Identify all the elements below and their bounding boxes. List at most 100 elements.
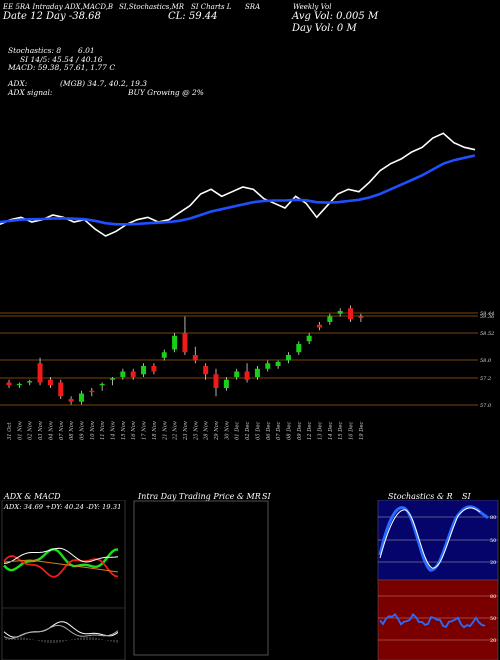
x-tick-label: 19 Dec	[359, 422, 365, 440]
x-tick-label: 01 Nov	[17, 421, 23, 440]
candle-body	[58, 382, 64, 397]
adx-signal-text: BUY Growing @ 2%	[128, 88, 204, 97]
candle-body	[265, 363, 271, 369]
x-tick-label: 16 Nov	[131, 421, 137, 440]
si-readout: SI 14/5: 45.54 / 40.16	[20, 55, 103, 64]
x-tick-label: 23 Nov	[183, 421, 189, 441]
x-tick-label: 15 Dec	[338, 422, 344, 440]
candle-body	[327, 316, 333, 322]
x-tick-label: 13 Dec	[318, 422, 324, 440]
header-title-1: EE 5RA Intraday ADX,MACD,B	[3, 3, 114, 11]
x-tick-label: 06 Dec	[266, 422, 272, 440]
stoch-value: 6.01	[78, 46, 95, 55]
x-tick-label: 22 Nov	[173, 421, 179, 441]
adx-line	[3, 547, 119, 564]
x-tick-label: 03 Nov	[38, 421, 44, 440]
x-tick-label: 28 Nov	[204, 421, 210, 441]
header-title-3: SI Charts L	[191, 3, 232, 11]
x-tick-label: 02 Nov	[28, 421, 34, 440]
day-info: Date 12 Day -38.68	[3, 11, 101, 22]
avg-vol: Avg Vol: 0.005 M	[292, 11, 379, 22]
candle-body	[213, 374, 219, 388]
x-tick-label: 12 Dec	[307, 422, 313, 440]
header-title-2: SI,Stochastics,MR	[119, 3, 185, 11]
x-tick-label: 17 Nov	[142, 421, 148, 440]
x-tick-label: 18 Nov	[152, 421, 158, 440]
adx-signal-label: ADX signal:	[8, 88, 53, 97]
candle-body	[151, 366, 157, 372]
candle-body	[141, 366, 147, 375]
candle-body	[99, 383, 105, 386]
macd-readout: MACD: 59.38, 57.61, 1.77 C	[8, 63, 116, 72]
x-tick-label: 30 Nov	[224, 421, 230, 440]
candle-body	[358, 316, 364, 318]
adx-minus-di-line	[3, 555, 119, 578]
candle-body	[120, 371, 126, 377]
x-tick-label: 08 Nov	[69, 421, 75, 440]
rsi-tick: 50	[490, 616, 496, 622]
candle-body	[244, 371, 250, 380]
overlay-line-0	[0, 132, 476, 237]
x-tick-label: 10 Nov	[90, 421, 96, 440]
candle-body	[27, 381, 33, 383]
candle-body	[306, 335, 312, 342]
candle-body	[47, 379, 53, 386]
stoch-tick: 80	[490, 515, 496, 521]
rsi-line	[379, 612, 486, 629]
adx-plus-di-line	[3, 548, 119, 572]
close-price: CL: 59.44	[168, 11, 218, 22]
x-tick-label: 11 Nov	[100, 421, 106, 440]
level-label: 59.44	[480, 311, 494, 317]
candle-body	[192, 355, 198, 361]
x-tick-label: 02 Dec	[245, 422, 251, 440]
candle-body	[6, 382, 12, 386]
x-tick-label: 16 Dec	[349, 422, 355, 440]
overlay-line-1	[0, 154, 476, 226]
x-tick-label: 14 Nov	[111, 421, 117, 440]
header-title-5: Weekly Vol	[293, 3, 332, 11]
candle-body	[254, 368, 260, 377]
candle-body	[182, 333, 188, 353]
x-tick-label: 31 Oct	[7, 422, 13, 440]
candle-body	[16, 383, 22, 386]
x-tick-label: 14 Dec	[328, 422, 334, 440]
x-tick-label: 21 Nov	[162, 421, 168, 441]
stoch-tick: 50	[490, 538, 496, 544]
x-tick-label: 07 Nov	[59, 421, 65, 440]
candle-body	[161, 352, 167, 358]
day-vol: Day Vol: 0 M	[292, 23, 357, 34]
x-tick-label: 05 Dec	[255, 422, 261, 440]
x-tick-label: 09 Nov	[79, 421, 85, 440]
bottom-panels: ADX: 34.69 +DY: 40.24 -DY: 19.31 80 50 20 80…	[1, 500, 499, 660]
x-tick-label: 01 Dec	[235, 422, 241, 440]
level-label: 57.2	[480, 376, 491, 382]
stochastics-readout: Stochastics: 8	[8, 46, 62, 55]
stoch-tick: 20	[490, 560, 496, 566]
stoch-d-line	[379, 507, 481, 569]
candle-body	[285, 355, 291, 361]
rsi-tick: 20	[490, 638, 496, 644]
candle-body	[172, 335, 178, 350]
level-label: 58.52	[480, 331, 494, 337]
candle-body	[78, 393, 84, 402]
intraday-panel-title: Intra Day Trading Price & MR	[138, 492, 261, 501]
intraday-panel	[133, 500, 269, 656]
adx-panel-title: ADX & MACD	[4, 492, 61, 501]
x-tick-label: 29 Nov	[214, 421, 220, 441]
x-tick-label: 15 Nov	[121, 421, 127, 440]
candle-body	[68, 399, 74, 402]
level-label: 58.0	[480, 358, 492, 364]
candle-body	[203, 366, 209, 375]
header-title-4: SRA	[245, 3, 261, 11]
adx-readout: ADX:	[8, 79, 28, 88]
adx-orange-line	[3, 559, 119, 573]
x-tick-label: 04 Nov	[48, 421, 54, 440]
candle-body	[317, 324, 322, 328]
x-tick-label: 25 Nov	[193, 421, 199, 441]
x-tick-label: 09 Dec	[297, 422, 303, 440]
macd-signal-line	[3, 624, 119, 640]
candle-body	[296, 344, 302, 353]
candle-body	[234, 371, 240, 377]
stoch-panel-si: SI	[462, 492, 471, 501]
